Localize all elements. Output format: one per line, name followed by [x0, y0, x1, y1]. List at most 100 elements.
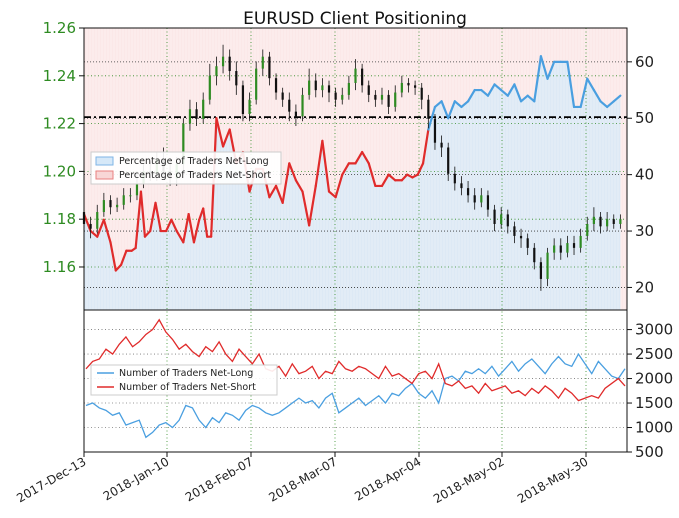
- price-candle-body: [268, 56, 271, 79]
- price-candle-body: [188, 109, 192, 124]
- price-candle-body: [533, 247, 536, 263]
- percent-line-segment: [546, 60, 556, 80]
- percent-line-segment: [268, 184, 278, 199]
- price-candle-body: [380, 94, 384, 100]
- percent-line-segment: [301, 190, 311, 227]
- price-candle-body: [261, 56, 264, 69]
- percent-line-segment: [89, 229, 99, 238]
- percent-line-segment: [170, 218, 178, 233]
- price-candle-body: [354, 68, 357, 83]
- price-candle-body: [440, 142, 443, 148]
- price-candle-body: [341, 94, 344, 100]
- price-candle-body: [221, 56, 225, 67]
- price-candle-body: [274, 78, 278, 93]
- price-candle-body: [559, 245, 562, 253]
- price-candle-body: [129, 195, 132, 197]
- percent-line-segment: [143, 229, 152, 238]
- percent-line-segment: [539, 55, 549, 80]
- percent-line-segment: [433, 100, 443, 109]
- percent-line-segment: [380, 173, 390, 188]
- percent-line-segment: [453, 100, 463, 109]
- count-tick-label: 2000: [635, 370, 673, 388]
- percent-line-segment: [579, 77, 589, 109]
- percent-line-segment: [466, 88, 476, 103]
- price-candle-body: [586, 223, 589, 236]
- percent-line-segment: [506, 83, 516, 97]
- x-tick-label: 2018-Feb-07: [183, 454, 256, 504]
- price-candle-body: [453, 173, 456, 184]
- percent-line-segment: [314, 139, 324, 188]
- price-candle-body: [394, 92, 397, 107]
- percent-line-segment: [308, 184, 317, 227]
- price-candle-body: [566, 243, 569, 253]
- percent-line-segment: [114, 263, 123, 272]
- legend-label-count-short: Number of Traders Net-Short: [119, 382, 256, 393]
- price-candle-body: [606, 219, 609, 227]
- bottom-panel-frame: [83, 309, 628, 453]
- count-tick-label: 500: [635, 443, 664, 461]
- price-candle-body: [572, 243, 576, 248]
- percent-line-segment: [354, 150, 364, 165]
- price-candle-body: [387, 94, 390, 107]
- net-short-count-line: [85, 318, 626, 402]
- price-candle-body: [592, 216, 595, 224]
- price-tick-label: 1.16: [43, 258, 76, 276]
- count-legend: Number of Traders Net-Long Number of Tra…: [90, 364, 278, 396]
- percent-line-segment: [175, 229, 185, 244]
- percent-line-segment: [182, 213, 190, 244]
- price-tick-label: 1.24: [43, 67, 76, 85]
- percent-line-segment: [334, 173, 344, 199]
- percent-tick-label: 40: [635, 166, 654, 184]
- percent-line-segment: [416, 162, 425, 176]
- price-candle-body: [420, 87, 423, 100]
- legend-label-long: Percentage of Traders Net-Long: [119, 156, 269, 167]
- price-candle-body: [321, 85, 324, 91]
- percent-line-segment: [109, 241, 117, 272]
- price-candle-body: [546, 252, 549, 279]
- x-tick-label: 2018-Jan-10: [101, 454, 172, 503]
- price-candle-body: [361, 68, 364, 86]
- bottom-panel: 3000 2500 2000 1500 1000 500: [83, 309, 673, 461]
- price-candle-body: [506, 214, 509, 227]
- price-candle-body: [619, 219, 622, 224]
- price-candle-body: [612, 219, 615, 224]
- price-candle-body: [202, 99, 205, 119]
- percent-line-segment: [486, 83, 496, 97]
- percent-line-segment: [367, 162, 377, 188]
- price-candle-body: [195, 109, 198, 119]
- percent-line-segment: [274, 184, 284, 204]
- percent-line-segment: [165, 218, 173, 233]
- price-tick-label: 1.18: [43, 210, 76, 228]
- price-candle-body: [235, 71, 238, 86]
- percent-line-segment: [102, 218, 112, 244]
- price-candle-body: [116, 204, 119, 208]
- percent-line-segment: [119, 249, 128, 266]
- legend-box: [90, 364, 278, 396]
- percent-line-segment: [82, 213, 92, 233]
- percent-line-segment: [321, 139, 331, 193]
- price-candle-body: [553, 245, 556, 253]
- percent-line-segment: [400, 173, 409, 182]
- price-candle-body: [427, 99, 430, 119]
- percent-line-segment: [586, 77, 595, 92]
- percentage-legend: Percentage of Traders Net-Long Percentag…: [90, 151, 282, 185]
- percent-tick-label: 50: [635, 109, 654, 127]
- price-candle-body: [407, 82, 410, 86]
- top-panel: 1.26 1.24 1.22 1.20 1.18 1.16 60 50 40 30 20: [43, 19, 654, 452]
- price-candle-body: [255, 68, 258, 100]
- price-candle-body: [215, 66, 218, 76]
- price-candle-body: [374, 94, 377, 100]
- percent-line-segment: [361, 150, 370, 165]
- percent-line-segment: [341, 162, 350, 176]
- percent-line-segment: [149, 201, 157, 233]
- price-tick-label: 1.26: [43, 19, 76, 37]
- price-candle-body: [327, 85, 331, 93]
- price-candle-body: [135, 183, 139, 196]
- count-tick-label: 1000: [635, 419, 673, 437]
- price-candle-body: [513, 226, 516, 236]
- price-candle-body: [539, 262, 543, 279]
- price-candle-body: [466, 188, 470, 196]
- price-candle-body: [89, 223, 92, 229]
- price-candle-body: [367, 85, 370, 95]
